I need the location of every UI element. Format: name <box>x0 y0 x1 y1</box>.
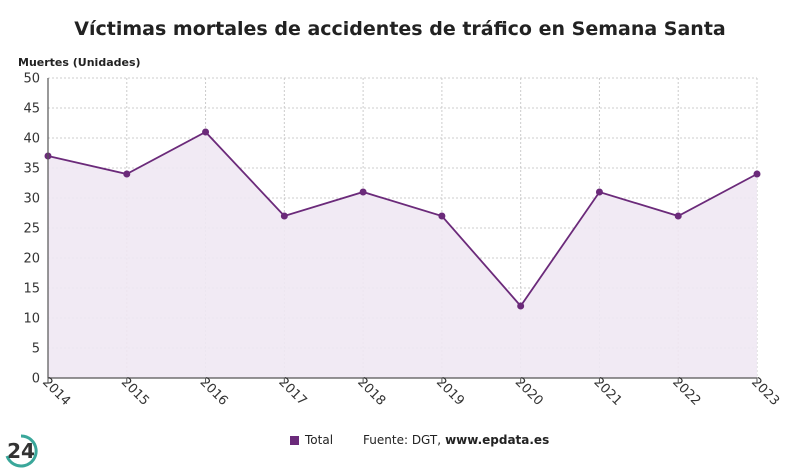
y-tick-label: 15 <box>23 282 40 297</box>
series-line-total <box>47 130 758 308</box>
source-domain[interactable]: www.epdata.es <box>445 433 550 447</box>
y-tick-label: 45 <box>23 102 40 117</box>
source-text: Fuente: DGT, <box>363 433 442 447</box>
series-area-fill <box>48 132 757 378</box>
logo-ring-icon <box>5 434 38 468</box>
data-point-2022[interactable] <box>674 212 682 220</box>
data-point-2020[interactable] <box>517 302 525 310</box>
data-point-2018[interactable] <box>359 188 367 196</box>
data-point-2017[interactable] <box>280 212 288 220</box>
x-tick-label-2020: 2020 <box>512 375 546 409</box>
x-tick-label-2018: 2018 <box>354 375 388 409</box>
x-tick-label-2014: 2014 <box>39 375 73 409</box>
data-point-2019[interactable] <box>438 212 446 220</box>
data-point-2015[interactable] <box>123 170 131 178</box>
x-tick-label-2022: 2022 <box>669 375 703 409</box>
y-tick-label: 50 <box>23 72 40 87</box>
y-tick-label: 10 <box>23 312 40 327</box>
legend-swatch <box>290 435 299 445</box>
x-tick-label-2015: 2015 <box>118 375 152 409</box>
x-tick-label-2021: 2021 <box>591 375 625 409</box>
data-point-2023[interactable] <box>753 170 761 178</box>
legend: Total Fuente: DGT, www.epdata.es <box>290 433 549 447</box>
axes <box>47 78 758 383</box>
y-tick-label: 20 <box>23 252 40 267</box>
x-tick-label-2016: 2016 <box>197 375 231 409</box>
y-tick-label: 30 <box>23 192 40 207</box>
y-tick-label: 25 <box>23 222 40 237</box>
y-tick-labels: 0 5 10 15 20 25 30 35 40 45 50 <box>23 72 40 387</box>
x-tick-label-2023: 2023 <box>748 375 782 409</box>
logo-text: 24 <box>7 439 35 463</box>
legend-label-total: Total <box>305 433 334 447</box>
x-tick-label-2019: 2019 <box>433 375 467 409</box>
y-tick-label: 40 <box>23 132 40 147</box>
data-point-2016[interactable] <box>202 128 210 136</box>
y-axis-label: Muertes (Unidades) <box>18 56 141 69</box>
x-tick-labels: 2014 2015 2016 2017 2018 2019 2020 2021 2022 2023 <box>39 375 782 409</box>
y-tick-label: 5 <box>32 342 40 357</box>
y-tick-label: 35 <box>23 162 40 177</box>
brand-logo: 24 <box>4 434 38 468</box>
chart-title: Víctimas mortales de accidentes de tráfi… <box>74 18 726 40</box>
x-tick-label-2017: 2017 <box>275 375 309 409</box>
y-tick-label: 0 <box>32 372 40 387</box>
data-point-2021[interactable] <box>595 188 603 196</box>
